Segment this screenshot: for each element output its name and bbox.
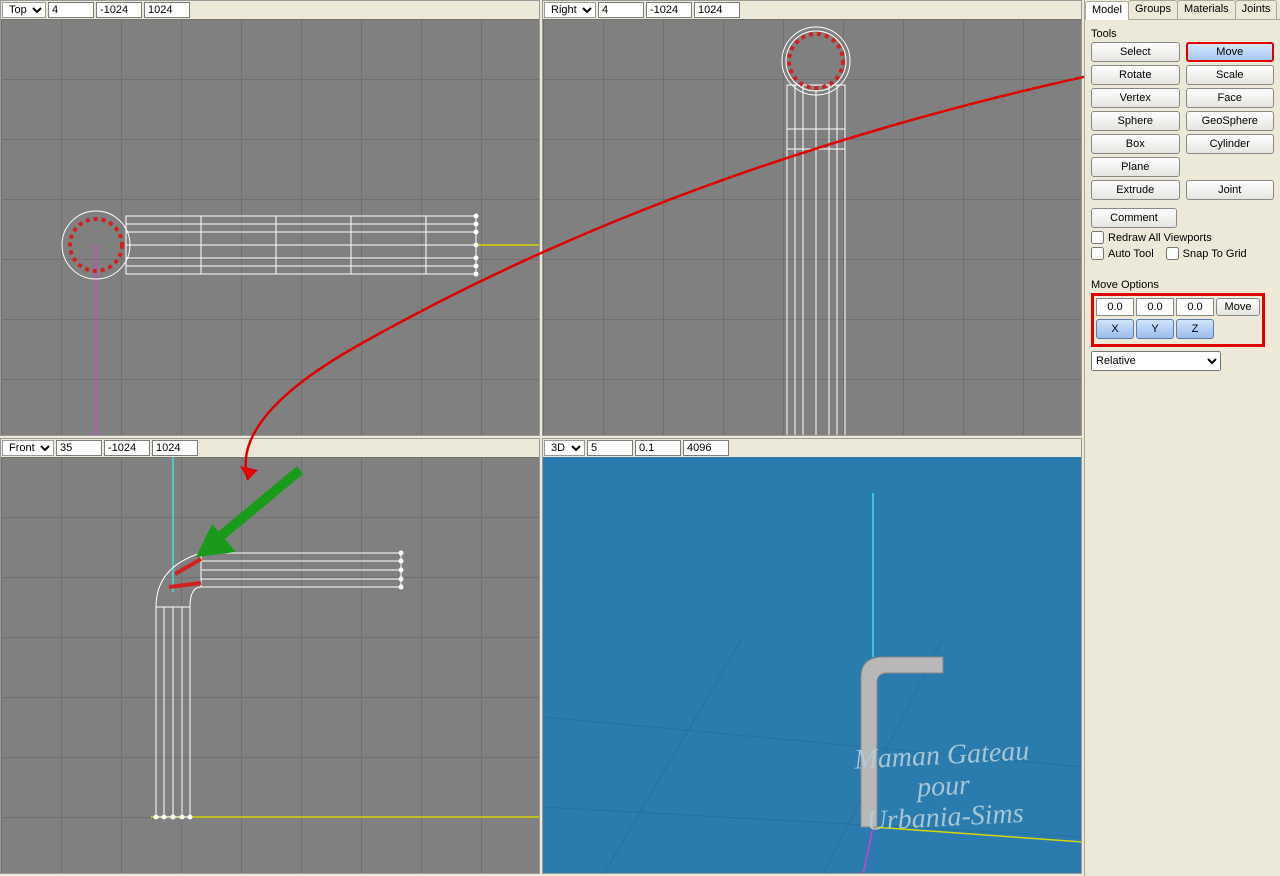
viewport-canvas-top[interactable] xyxy=(1,19,539,435)
view-param1-3d[interactable] xyxy=(587,440,633,456)
view-select-top[interactable]: Top xyxy=(2,2,46,18)
box-button[interactable]: Box xyxy=(1091,134,1180,154)
view-param3-front[interactable] xyxy=(152,440,198,456)
viewport-right: Right xyxy=(542,0,1082,436)
view-param3-right[interactable] xyxy=(694,2,740,18)
snap-label: Snap To Grid xyxy=(1183,248,1247,260)
axis-z-button[interactable]: Z xyxy=(1176,319,1214,339)
viewport-canvas-3d[interactable]: Maman Gateau pour Urbania-Sims xyxy=(543,457,1081,873)
view-param3-3d[interactable] xyxy=(683,440,729,456)
move-button[interactable]: Move xyxy=(1186,42,1275,62)
cylinder-button[interactable]: Cylinder xyxy=(1186,134,1275,154)
redraw-label: Redraw All Viewports xyxy=(1108,232,1212,244)
relative-select[interactable]: Relative xyxy=(1091,351,1221,371)
viewport-front: Front xyxy=(0,438,540,874)
viewport-canvas-front[interactable] xyxy=(1,457,539,873)
move-z-input[interactable] xyxy=(1176,298,1214,316)
view-param1-right[interactable] xyxy=(598,2,644,18)
tab-groups[interactable]: Groups xyxy=(1128,0,1178,19)
view-param2-front[interactable] xyxy=(104,440,150,456)
tab-model[interactable]: Model xyxy=(1085,1,1129,20)
axis-y-button[interactable]: Y xyxy=(1136,319,1174,339)
viewport-top: Top xyxy=(0,0,540,436)
autotool-label: Auto Tool xyxy=(1108,248,1154,260)
view-param1-front[interactable] xyxy=(56,440,102,456)
autotool-checkbox[interactable] xyxy=(1091,247,1104,260)
axis-x-button[interactable]: X xyxy=(1096,319,1134,339)
viewport-3d: 3D Maman Gateau pour xyxy=(542,438,1082,874)
rotate-button[interactable]: Rotate xyxy=(1091,65,1180,85)
joint-button[interactable]: Joint xyxy=(1186,180,1275,200)
snap-checkbox[interactable] xyxy=(1166,247,1179,260)
view-param2-right[interactable] xyxy=(646,2,692,18)
viewport-header: Top xyxy=(1,1,539,19)
face-button[interactable]: Face xyxy=(1186,88,1275,108)
move-options-highlight: Move X Y Z xyxy=(1091,293,1265,347)
view-select-front[interactable]: Front xyxy=(2,440,54,456)
view-select-3d[interactable]: 3D xyxy=(544,440,585,456)
view-param2-top[interactable] xyxy=(96,2,142,18)
tools-label: Tools xyxy=(1091,28,1274,40)
move-options-label: Move Options xyxy=(1091,279,1274,291)
vertex-button[interactable]: Vertex xyxy=(1091,88,1180,108)
move-apply-button[interactable]: Move xyxy=(1216,298,1260,316)
view-param1-top[interactable] xyxy=(48,2,94,18)
select-button[interactable]: Select xyxy=(1091,42,1180,62)
viewport-canvas-right[interactable] xyxy=(543,19,1081,435)
view-param2-3d[interactable] xyxy=(635,440,681,456)
redraw-checkbox[interactable] xyxy=(1091,231,1104,244)
tab-joints[interactable]: Joints xyxy=(1235,0,1278,19)
viewport-header: Right xyxy=(543,1,1081,19)
viewport-header: 3D xyxy=(543,439,1081,457)
comment-button[interactable]: Comment xyxy=(1091,208,1177,228)
panel-tabs: Model Groups Materials Joints xyxy=(1085,0,1280,20)
tab-materials[interactable]: Materials xyxy=(1177,0,1236,19)
extrude-button[interactable]: Extrude xyxy=(1091,180,1180,200)
sphere-button[interactable]: Sphere xyxy=(1091,111,1180,131)
view-select-right[interactable]: Right xyxy=(544,2,596,18)
move-x-input[interactable] xyxy=(1096,298,1134,316)
scale-button[interactable]: Scale xyxy=(1186,65,1275,85)
viewport-header: Front xyxy=(1,439,539,457)
move-y-input[interactable] xyxy=(1136,298,1174,316)
plane-button[interactable]: Plane xyxy=(1091,157,1180,177)
view-param3-top[interactable] xyxy=(144,2,190,18)
geosphere-button[interactable]: GeoSphere xyxy=(1186,111,1275,131)
side-panel: Model Groups Materials Joints Tools Sele… xyxy=(1084,0,1280,876)
